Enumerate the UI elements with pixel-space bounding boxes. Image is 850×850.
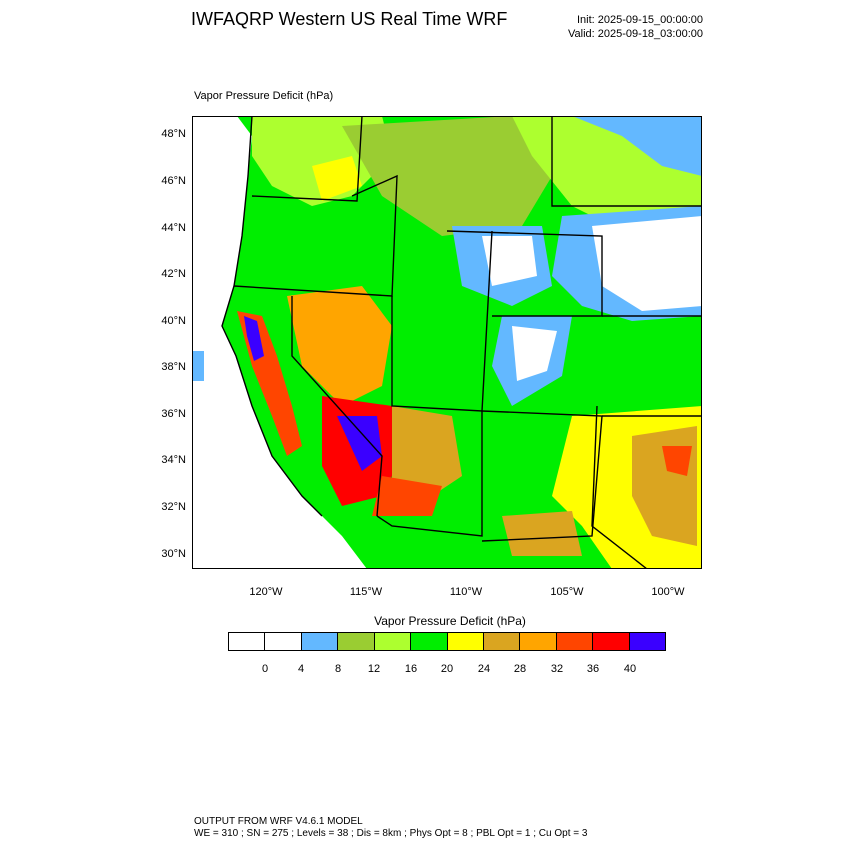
border-tx-west xyxy=(591,405,648,569)
vpd-zone-ne-blue xyxy=(572,116,702,176)
colorbar-cell xyxy=(556,633,594,650)
vpd-zone-idaho-yellow xyxy=(312,156,362,201)
model-footer: OUTPUT FROM WRF V4.6.1 MODEL WE = 310 ; … xyxy=(194,816,587,840)
vpd-zone-sonoran xyxy=(372,476,442,516)
colorbar-tick: 20 xyxy=(440,663,454,675)
lat-label: 38°N xyxy=(161,361,186,373)
colorbar-tick: 8 xyxy=(334,663,342,675)
colorbar-tick: 28 xyxy=(513,663,527,675)
lon-label: 120°W xyxy=(249,586,283,598)
vpd-zone-colorado-white xyxy=(512,326,557,381)
map-panel xyxy=(192,116,702,569)
colorbar-cell xyxy=(301,633,339,650)
colorbar-cell xyxy=(229,633,266,650)
border-mt-nd xyxy=(551,116,702,207)
vpd-zone-ca-purple xyxy=(244,316,264,361)
vpd-zone-plains-white xyxy=(592,216,702,311)
colorbar-title: Vapor Pressure Deficit (hPa) xyxy=(374,614,526,628)
colorbar-tick: 12 xyxy=(367,663,381,675)
colorbar-cell xyxy=(520,633,557,650)
border-wy-co xyxy=(446,230,603,317)
border-az xyxy=(376,411,483,537)
init-time: Init: 2025-09-15_00:00:00 xyxy=(577,14,703,26)
colorbar-cell xyxy=(265,633,302,650)
colorbar-tick: 32 xyxy=(550,663,564,675)
vpd-zone-ocean-blue xyxy=(192,351,204,381)
vpd-zone-north xyxy=(342,116,552,236)
vpd-zone-rockies-white xyxy=(482,236,537,286)
lat-label: 42°N xyxy=(161,268,186,280)
border-ca-nv xyxy=(291,296,383,517)
vpd-map xyxy=(192,116,702,569)
colorbar-tick: 24 xyxy=(477,663,491,675)
vpd-zone-death-valley xyxy=(337,416,382,471)
vpd-zone-arizona xyxy=(392,406,462,496)
map-title: IWFAQRP Western US Real Time WRF xyxy=(191,9,508,29)
lon-label: 105°W xyxy=(550,586,584,598)
lon-label: 110°W xyxy=(449,586,483,598)
colorbar-cell xyxy=(338,633,375,650)
colorbar-cell xyxy=(447,633,484,650)
vpd-zone-chihuahua xyxy=(502,511,582,556)
lat-label: 44°N xyxy=(161,222,186,234)
lon-label: 115°W xyxy=(349,586,383,598)
colorbar-cell xyxy=(411,633,448,650)
field-label: Vapor Pressure Deficit (hPa) xyxy=(194,90,334,102)
lat-label: 46°N xyxy=(161,175,186,187)
border-or-ca-nv xyxy=(233,174,398,297)
vpd-zone-basin-orange xyxy=(287,286,392,406)
colorbar-cell xyxy=(593,633,630,650)
colorbar-tick: 16 xyxy=(404,663,418,675)
colorbar-tick: 4 xyxy=(297,663,305,675)
lat-label: 48°N xyxy=(161,128,186,140)
colorbar-cell xyxy=(629,633,666,650)
footer-line-model: OUTPUT FROM WRF V4.6.1 MODEL xyxy=(194,816,363,827)
lon-label: 100°W xyxy=(651,586,685,598)
state-borders xyxy=(221,116,702,569)
colorbar-cell xyxy=(374,633,412,650)
border-nm xyxy=(481,410,603,542)
vpd-zone-texas-red xyxy=(662,446,692,476)
lat-label: 40°N xyxy=(161,315,186,327)
colorbar-tick: 36 xyxy=(586,663,600,675)
coastline xyxy=(221,116,323,517)
border-wa-or xyxy=(251,116,363,202)
lat-label: 32°N xyxy=(161,501,186,513)
colorbar-cell xyxy=(483,633,521,650)
valid-time: Valid: 2025-09-18_03:00:00 xyxy=(568,28,703,40)
lat-label: 34°N xyxy=(161,454,186,466)
colorbar-tick: 0 xyxy=(261,663,269,675)
colorbar xyxy=(228,632,666,651)
footer-line-settings: WE = 310 ; SN = 275 ; Levels = 38 ; Dis … xyxy=(194,828,588,839)
lat-label: 30°N xyxy=(161,548,186,560)
border-nv-ut xyxy=(391,230,493,412)
time-info: Init: 2025-09-15_00:00:00 Valid: 2025-09… xyxy=(568,13,703,41)
lat-label: 36°N xyxy=(161,408,186,420)
map-frame xyxy=(192,116,702,569)
colorbar-tick: 40 xyxy=(623,663,637,675)
